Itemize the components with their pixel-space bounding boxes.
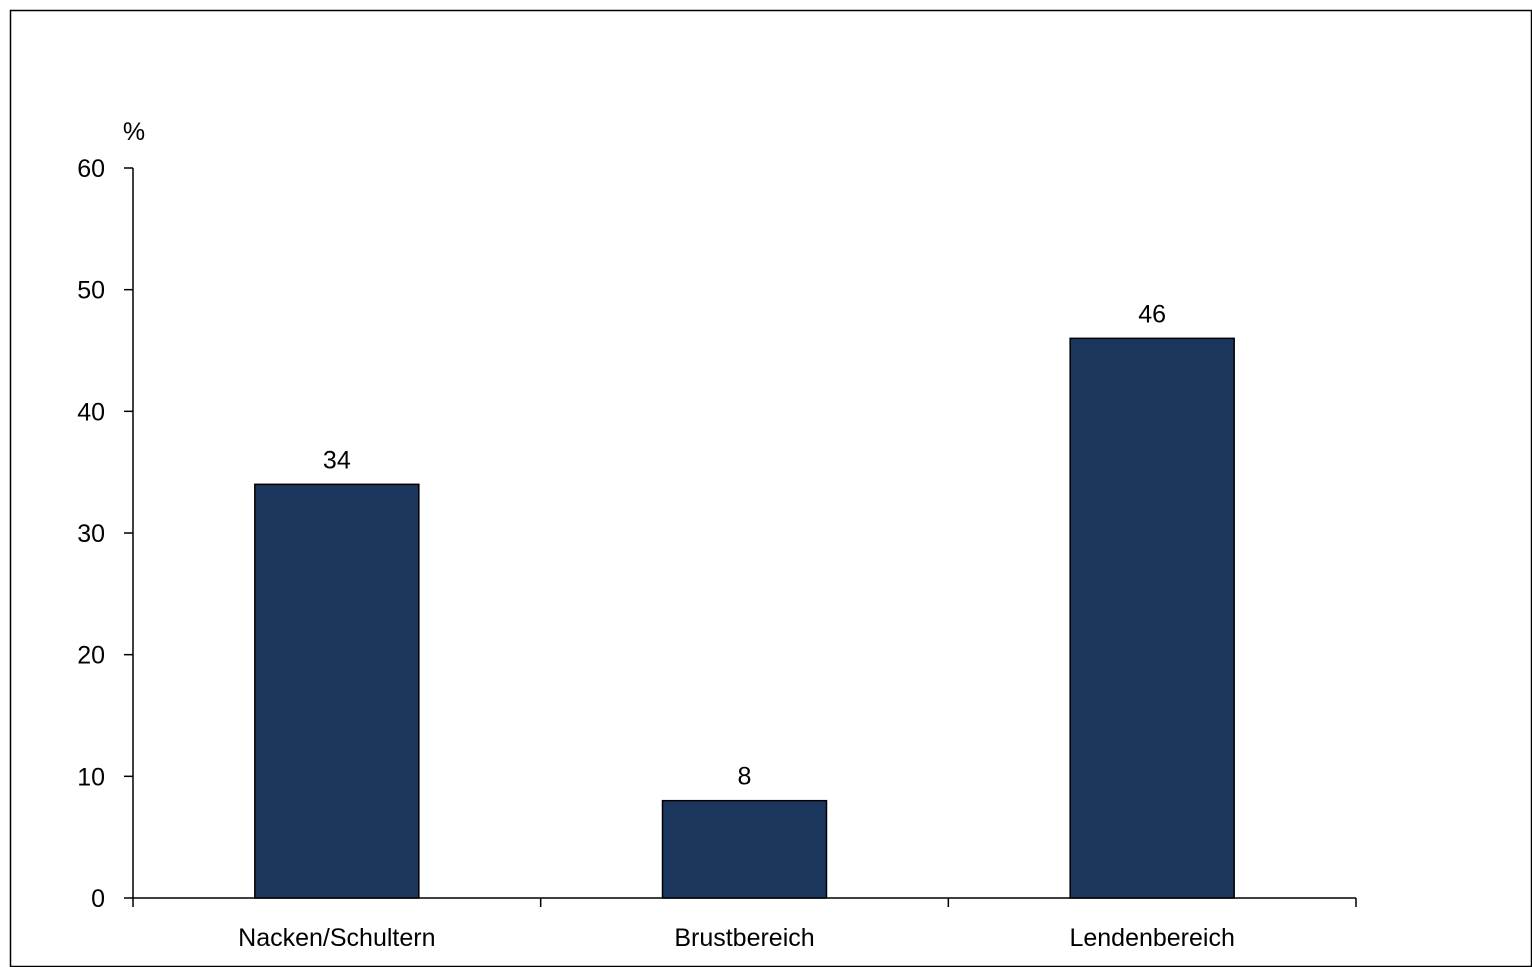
x-category-label: Nacken/Schultern <box>238 924 435 952</box>
bars <box>254 337 1235 899</box>
y-axis-unit-label: % <box>123 118 145 146</box>
y-tick-label: 0 <box>91 885 105 913</box>
bar-value-label: 8 <box>738 763 752 791</box>
bar-value-label: 34 <box>323 446 351 474</box>
bar-value-label: 46 <box>1138 300 1166 328</box>
x-category-label: Brustbereich <box>674 924 814 952</box>
bar <box>254 483 420 899</box>
y-tick-label: 60 <box>77 155 105 183</box>
bar <box>661 799 828 899</box>
y-axis: 0 10 20 30 40 50 60 <box>77 155 134 913</box>
bar <box>1069 337 1235 899</box>
y-tick-label: 40 <box>77 398 105 426</box>
y-tick-label: 50 <box>77 277 105 305</box>
y-tick-label: 10 <box>77 763 105 791</box>
x-axis: Nacken/Schultern Brustbereich Lendenbereic… <box>132 897 1357 952</box>
y-tick-label: 20 <box>77 642 105 670</box>
x-category-label: Lendenbereich <box>1069 924 1234 952</box>
y-tick-label: 30 <box>77 520 105 548</box>
data-labels: 34 8 46 <box>323 300 1166 790</box>
